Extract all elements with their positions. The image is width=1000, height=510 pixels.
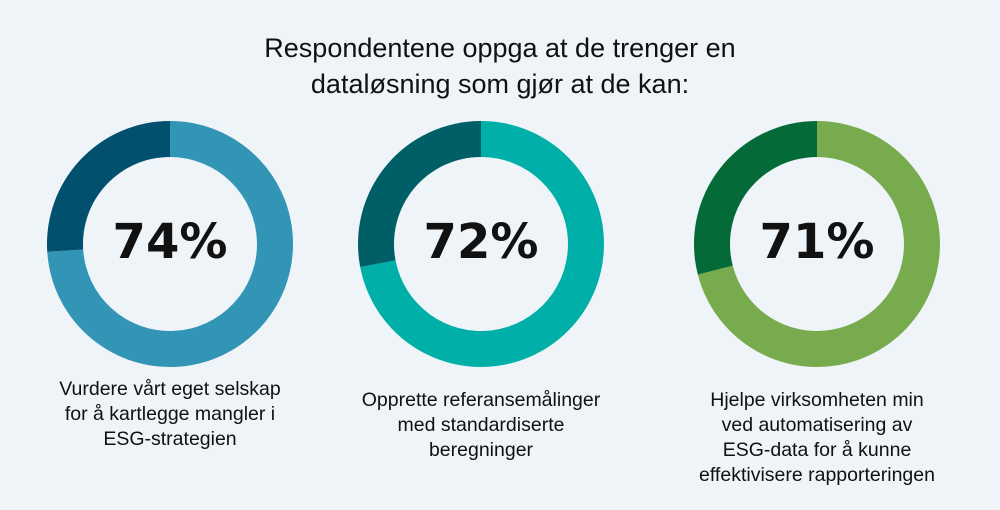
caption-2-line-1: Opprette referansemålinger bbox=[361, 389, 601, 411]
donut-percent-label-3: 71% bbox=[760, 214, 875, 270]
donut-percent-label-2: 72% bbox=[424, 214, 539, 270]
caption-3-line-3: ESG-data for å kunne bbox=[722, 439, 912, 461]
donut-chart-2: 72% bbox=[358, 121, 605, 367]
donut-caption-2: Opprette referansemålinger med standardi… bbox=[336, 388, 626, 463]
chart-title-line-2: dataløsning som gjør at de kan: bbox=[310, 69, 690, 99]
caption-3-line-4: effektivisere rapporteringen bbox=[699, 464, 935, 486]
caption-1-line-3: ESG-strategien bbox=[103, 428, 237, 450]
donut-value-arc-2 bbox=[360, 121, 605, 367]
donut-chart-3: 71% bbox=[693, 120, 940, 368]
chart-title-line-1: Respondentene oppga at de trenger en bbox=[264, 33, 736, 63]
donut-remainder-arc-2 bbox=[358, 121, 481, 268]
donut-value-arc-1 bbox=[47, 121, 293, 367]
caption-2-line-2: med standardiserte bbox=[397, 414, 565, 436]
donut-caption-1: Vurdere vårt eget selskap for å kartlegg… bbox=[25, 377, 315, 452]
caption-1-line-2: for å kartlegge mangler i bbox=[64, 403, 276, 425]
caption-3-line-2: ved automatisering av bbox=[721, 414, 913, 436]
donut-value-arc-3 bbox=[697, 121, 940, 368]
donut-remainder-arc-3 bbox=[693, 120, 817, 275]
donut-chart-1: 74% bbox=[46, 120, 293, 367]
caption-3-line-1: Hjelpe virksomheten min bbox=[710, 389, 924, 411]
chart-title: Respondentene oppga at de trenger en dat… bbox=[200, 30, 800, 102]
donut-caption-3: Hjelpe virksomheten min ved automatiseri… bbox=[672, 388, 962, 488]
donut-percent-label-1: 74% bbox=[113, 214, 228, 270]
donut-remainder-arc-1 bbox=[46, 120, 170, 252]
caption-2-line-3: beregninger bbox=[428, 439, 534, 461]
caption-1-line-1: Vurdere vårt eget selskap bbox=[59, 378, 281, 400]
